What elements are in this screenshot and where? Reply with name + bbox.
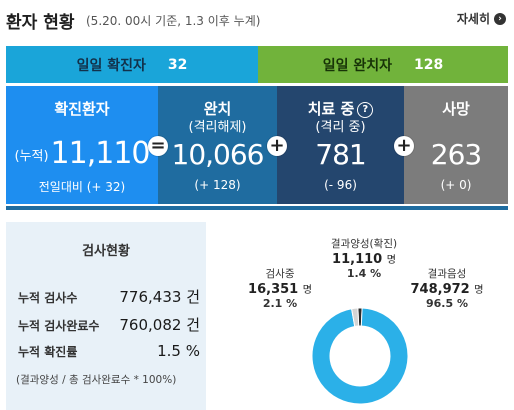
treating-box: 치료 중? (격리 중) 781 (- 96)	[277, 86, 404, 204]
test-results-donut	[311, 307, 409, 405]
tests-row-label: 누적 확진률	[18, 345, 78, 359]
positive-block: 결과양성(확진) 11,110 명 1.4 %	[316, 236, 412, 280]
released-value: 10,066	[171, 138, 265, 171]
testing-pct: 2.1 %	[262, 297, 298, 310]
tests-row-value: 1.5 %	[157, 342, 200, 360]
confirmed-box: 확진환자 (누적)11,110 전일대비 (+ 32)	[6, 86, 158, 204]
treating-subtitle: (격리 중)	[315, 120, 366, 135]
treating-title: 치료 중	[307, 100, 355, 118]
tests-note: (결과양성 / 총 검사완료수 * 100%)	[16, 374, 177, 386]
tests-title: 검사현황	[82, 244, 130, 259]
negative-block: 결과음성 748,972 명 96.5 %	[392, 266, 502, 310]
help-icon[interactable]: ?	[357, 101, 374, 118]
page-title: 환자 현황	[6, 13, 75, 33]
tests-row-value: 776,433 건	[119, 288, 200, 306]
details-link-label: 자세히	[456, 12, 490, 26]
tests-row-rate: 누적 확진률 1.5 %	[18, 342, 200, 360]
testing-unit: 명	[302, 285, 312, 296]
negative-value: 748,972	[410, 282, 470, 297]
treating-title-line: 치료 중?	[277, 98, 404, 119]
negative-label: 결과음성	[427, 268, 467, 280]
plus-icon: +	[267, 136, 287, 156]
details-link[interactable]: 자세히 ›	[457, 10, 506, 27]
chevron-right-icon: ›	[494, 12, 506, 25]
daily-released-value: 128	[414, 56, 444, 73]
released-change: (+ 128)	[194, 178, 241, 192]
tests-row-total: 누적 검사수 776,433 건	[18, 286, 200, 307]
confirmed-prefix: (누적)	[14, 149, 49, 164]
confirmed-value: 11,110	[50, 136, 151, 171]
deaths-value: 263	[430, 138, 482, 171]
testing-label: 검사중	[265, 268, 295, 280]
deaths-change: (+ 0)	[440, 178, 472, 192]
treating-change: (- 96)	[324, 178, 357, 192]
confirmed-value-line: (누적)11,110	[6, 136, 158, 171]
tests-row-label: 누적 검사완료수	[18, 319, 100, 333]
page-subtitle: (5.20. 00시 기준, 1.3 이후 누계)	[86, 14, 261, 28]
donut-slice-negative	[311, 307, 409, 405]
tests-row-value: 760,082 건	[119, 316, 200, 334]
daily-released-label: 일일 완치자	[322, 57, 393, 74]
released-title: 완치	[203, 100, 232, 118]
confirmed-title: 확진환자	[54, 100, 110, 118]
equals-icon: =	[148, 136, 168, 156]
tests-row-label: 누적 검사수	[18, 291, 78, 305]
daily-confirmed-label: 일일 확진자	[76, 57, 146, 74]
plus-icon: +	[394, 136, 414, 156]
released-subtitle: (격리해제)	[188, 120, 247, 135]
positive-value: 11,110	[332, 252, 383, 267]
positive-unit: 명	[386, 255, 396, 266]
deaths-title: 사망	[442, 100, 470, 118]
testing-value: 16,351	[248, 282, 299, 297]
tests-row-completed: 누적 검사완료수 760,082 건	[18, 314, 200, 335]
donut-slice-testing	[351, 307, 360, 328]
daily-confirmed-bar: 일일 확진자 32	[6, 46, 258, 83]
positive-label: 결과양성(확진)	[330, 238, 398, 250]
section-divider	[6, 206, 508, 210]
testing-block: 검사중 16,351 명 2.1 %	[240, 266, 320, 310]
daily-released-bar: 일일 완치자 128	[258, 46, 508, 83]
released-box: 완치 (격리해제) 10,066 (+ 128)	[158, 86, 277, 204]
positive-pct: 1.4 %	[346, 267, 382, 280]
daily-confirmed-value: 32	[167, 56, 188, 73]
negative-unit: 명	[474, 285, 484, 296]
deaths-box: 사망 263 (+ 0)	[404, 86, 508, 204]
treating-value: 781	[315, 138, 366, 171]
confirmed-change: 전일대비 (+ 32)	[38, 180, 126, 194]
negative-pct: 96.5 %	[426, 297, 468, 310]
